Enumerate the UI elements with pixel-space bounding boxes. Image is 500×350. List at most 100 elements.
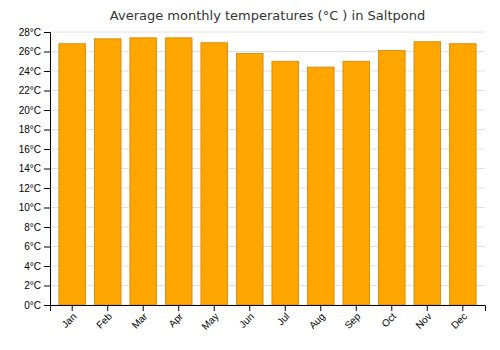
bar bbox=[236, 53, 263, 305]
x-tick: Jun bbox=[237, 305, 256, 330]
y-tick-label: 18°C bbox=[19, 124, 41, 135]
x-tick-line bbox=[285, 305, 286, 311]
bar bbox=[378, 51, 405, 305]
x-tick: Sep bbox=[342, 305, 363, 331]
y-tick-line bbox=[44, 227, 50, 228]
x-tick: Aug bbox=[307, 305, 327, 331]
x-tick-label: Apr bbox=[166, 310, 185, 329]
x-tick-line bbox=[356, 305, 357, 311]
y-tick-label: 2°C bbox=[24, 280, 41, 291]
y-tick: 0°C bbox=[24, 300, 50, 311]
y-tick-label: 20°C bbox=[19, 105, 41, 116]
x-tick-label: Dec bbox=[449, 311, 469, 331]
y-tick: 12°C bbox=[19, 183, 50, 194]
y-tick: 14°C bbox=[19, 163, 50, 174]
y-tick-line bbox=[44, 188, 50, 189]
y-tick-line bbox=[44, 149, 50, 150]
grid-line bbox=[50, 32, 485, 33]
x-tick-label: Aug bbox=[307, 311, 327, 331]
y-tick: 24°C bbox=[19, 66, 50, 77]
bar bbox=[449, 44, 476, 305]
y-tick: 2°C bbox=[24, 280, 50, 291]
y-tick-line bbox=[44, 305, 50, 306]
x-tick-label: Jun bbox=[237, 311, 256, 330]
plot: 0°C 2°C 4°C 6°C 8°C 10°C 12°C 14°C 16°C 18°C 20°C 2… bbox=[19, 27, 486, 332]
x-tick: Mar bbox=[130, 305, 150, 331]
x-tick: Jul bbox=[275, 305, 292, 327]
y-tick-label: 14°C bbox=[19, 163, 41, 174]
bar bbox=[414, 42, 441, 305]
x-tick: Apr bbox=[166, 305, 185, 329]
y-tick-label: 8°C bbox=[24, 222, 41, 233]
bar bbox=[201, 43, 228, 305]
x-tick-label: Jan bbox=[59, 311, 78, 330]
x-tick-label: Mar bbox=[130, 310, 150, 330]
x-tick: Dec bbox=[449, 305, 469, 331]
bar bbox=[307, 67, 334, 305]
y-tick-label: 26°C bbox=[19, 46, 41, 57]
x-tick-line bbox=[391, 305, 392, 311]
chart: 0°C 2°C 4°C 6°C 8°C 10°C 12°C 14°C 16°C 18°C 20°C 2… bbox=[0, 0, 500, 350]
y-axis: 0°C 2°C 4°C 6°C 8°C 10°C 12°C 14°C 16°C 18°C 20°C 2… bbox=[19, 27, 51, 311]
y-tick-line bbox=[44, 130, 50, 131]
y-tick-label: 16°C bbox=[19, 144, 41, 155]
bar bbox=[165, 38, 192, 305]
bar bbox=[130, 38, 157, 305]
x-tick-line bbox=[143, 305, 144, 311]
y-tick-label: 22°C bbox=[19, 85, 41, 96]
x-tick-label: Nov bbox=[413, 311, 433, 331]
x-tick: Nov bbox=[413, 305, 433, 331]
y-tick: 26°C bbox=[19, 46, 50, 57]
x-tick: Feb bbox=[94, 305, 114, 331]
y-tick: 28°C bbox=[19, 27, 50, 38]
y-tick-label: 12°C bbox=[19, 183, 41, 194]
x-tick-label: Sep bbox=[342, 310, 363, 331]
x-tick: Jan bbox=[59, 305, 78, 330]
grid bbox=[50, 32, 485, 305]
x-tick-line bbox=[107, 305, 108, 311]
title: Average monthly temperatures (°C ) in Sa… bbox=[110, 8, 425, 23]
x-axis-line bbox=[51, 306, 486, 312]
y-tick: 18°C bbox=[19, 124, 50, 135]
y-tick-line bbox=[44, 110, 50, 111]
y-tick: 20°C bbox=[19, 105, 50, 116]
x-tick-line bbox=[462, 305, 463, 311]
y-axis-line bbox=[44, 33, 51, 306]
y-tick-line bbox=[44, 32, 50, 33]
x-tick-label: Oct bbox=[379, 311, 398, 330]
y-tick: 10°C bbox=[19, 202, 50, 213]
x-tick-label: Feb bbox=[94, 310, 114, 330]
y-tick-line bbox=[44, 247, 50, 248]
y-tick-line bbox=[44, 208, 50, 209]
y-tick: 16°C bbox=[19, 144, 50, 155]
y-tick-line bbox=[44, 266, 50, 267]
x-tick-line bbox=[427, 305, 428, 311]
x-tick: May bbox=[199, 305, 220, 332]
x-tick-line bbox=[214, 305, 215, 311]
bar bbox=[94, 39, 121, 305]
y-tick: 4°C bbox=[24, 261, 50, 272]
y-tick-label: 24°C bbox=[19, 66, 41, 77]
bar bbox=[59, 44, 86, 305]
bar bbox=[343, 61, 370, 305]
x-tick-line bbox=[320, 305, 321, 311]
y-tick-label: 28°C bbox=[19, 27, 41, 38]
y-tick-line bbox=[44, 169, 50, 170]
x-axis: Jan Feb Mar Apr May Jun Jul Aug Sep Oct Nov Dec bbox=[51, 305, 486, 332]
y-tick-label: 10°C bbox=[19, 202, 41, 213]
y-tick-line bbox=[44, 91, 50, 92]
y-tick-label: 0°C bbox=[24, 300, 41, 311]
x-tick-line bbox=[72, 305, 73, 311]
y-tick-line bbox=[44, 52, 50, 53]
y-tick-label: 6°C bbox=[24, 241, 41, 252]
y-tick-line bbox=[44, 286, 50, 287]
y-tick-line bbox=[44, 71, 50, 72]
bar bbox=[272, 61, 299, 305]
y-tick: 22°C bbox=[19, 85, 50, 96]
x-tick-label: Jul bbox=[275, 311, 292, 328]
x-tick-line bbox=[178, 305, 179, 311]
y-tick: 8°C bbox=[24, 222, 50, 233]
x-tick-label: May bbox=[199, 311, 220, 332]
x-tick: Oct bbox=[379, 305, 398, 329]
y-tick: 6°C bbox=[24, 241, 50, 252]
